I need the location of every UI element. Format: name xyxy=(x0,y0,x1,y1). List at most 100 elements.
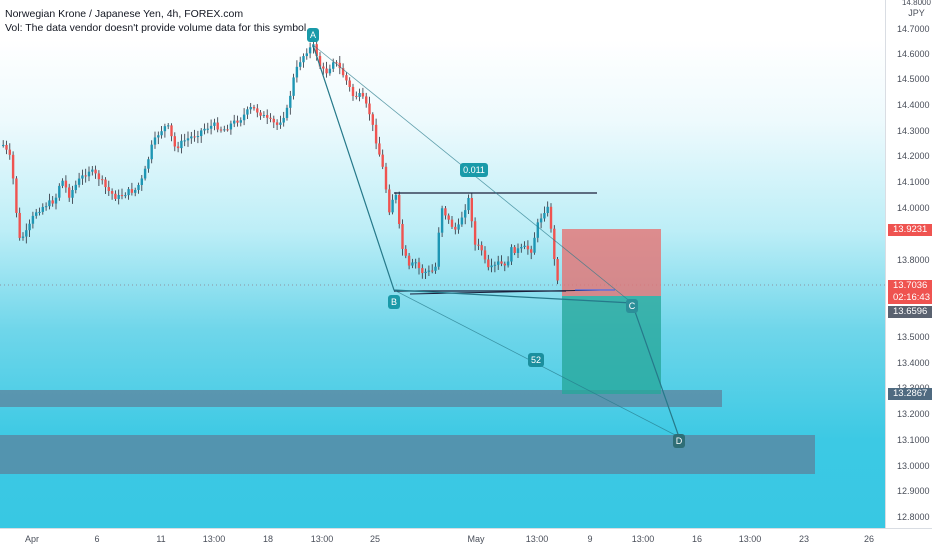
candle xyxy=(223,125,226,132)
candle xyxy=(351,83,355,101)
candle xyxy=(259,109,262,120)
candle-body xyxy=(31,215,35,224)
candle xyxy=(203,123,206,135)
point-c-label[interactable]: C xyxy=(626,299,638,313)
candle-body xyxy=(219,129,223,131)
candle-body xyxy=(381,154,384,167)
candle-body xyxy=(193,136,196,138)
candle-body xyxy=(150,144,153,160)
candle xyxy=(431,264,434,274)
chart-legend: Norwegian Krone / Japanese Yen, 4h, FORE… xyxy=(5,7,309,35)
candle-body xyxy=(437,232,440,267)
point-a-label[interactable]: A xyxy=(307,28,319,42)
candle-body xyxy=(242,114,246,121)
chart-area[interactable]: Norwegian Krone / Japanese Yen, 4h, FORE… xyxy=(0,0,885,528)
candle-body xyxy=(457,224,460,230)
candle-body xyxy=(239,120,242,123)
candle-body xyxy=(147,159,150,169)
candle xyxy=(282,111,285,127)
time-axis[interactable]: Apr 6 11 13:00 18 13:00 25 May 13:00 9 13:00 16 13:0… xyxy=(0,528,932,551)
candle xyxy=(341,63,345,78)
time-tick-label: 11 xyxy=(156,534,166,544)
candle xyxy=(196,130,200,144)
candle xyxy=(275,119,279,131)
candle-body xyxy=(487,259,490,268)
price-tick-label: 14.6000 xyxy=(897,49,930,59)
candle-body xyxy=(421,268,424,274)
candle-body xyxy=(134,189,137,193)
candle-body xyxy=(332,62,335,69)
candle-body xyxy=(176,146,180,149)
stop-price-tag: 13.9231 xyxy=(888,224,932,236)
candle xyxy=(447,213,450,224)
ratio-upper-label[interactable]: 0.011 xyxy=(460,163,488,177)
candle-body xyxy=(200,130,203,137)
point-d-label[interactable]: D xyxy=(673,434,685,448)
candle xyxy=(130,182,134,196)
candle-body xyxy=(8,149,11,155)
candle xyxy=(81,169,84,185)
candle xyxy=(51,196,54,207)
candle xyxy=(44,202,48,211)
candle xyxy=(295,60,299,83)
candle xyxy=(549,203,553,233)
candle xyxy=(398,191,401,229)
candle-body xyxy=(87,171,91,177)
candle-body xyxy=(48,200,51,207)
candle-body xyxy=(104,179,107,188)
candle-body xyxy=(170,125,173,137)
candle xyxy=(473,217,477,251)
candle-body xyxy=(417,262,421,269)
candle xyxy=(490,258,493,273)
candle-body xyxy=(516,248,520,253)
price-tick-label: 12.8000 xyxy=(897,512,930,522)
price-tick-label: 14.5000 xyxy=(897,74,930,84)
candle-body xyxy=(345,75,348,81)
candle-body xyxy=(233,120,236,124)
candle-body xyxy=(256,108,259,113)
candle-body xyxy=(140,178,143,185)
candle xyxy=(226,124,229,132)
ratio-lower-label[interactable]: 52 xyxy=(528,353,544,367)
candle xyxy=(15,176,18,218)
candle xyxy=(97,170,101,186)
price-tick-label: 13.8000 xyxy=(897,255,930,265)
candle xyxy=(450,216,454,229)
candle xyxy=(335,60,338,67)
price-axis[interactable]: 14.8000 JPY 14.7000 14.6000 14.5000 14.4000… xyxy=(885,0,932,528)
price-tick-label: 14.0000 xyxy=(897,203,930,213)
price-tick-label: 14.3000 xyxy=(897,126,930,136)
candle-body xyxy=(94,169,97,174)
candle xyxy=(427,265,431,276)
price-tick-label: 13.2000 xyxy=(897,409,930,419)
price-tick-label: 13.1000 xyxy=(897,435,930,445)
currency-label: 14.8000 JPY xyxy=(902,0,931,18)
price-chart[interactable] xyxy=(0,0,885,528)
candle-body xyxy=(322,66,325,69)
time-tick-label: 16 xyxy=(691,534,703,544)
candle-body xyxy=(556,259,559,281)
candle-body xyxy=(124,195,127,197)
candle xyxy=(444,205,447,220)
upper-support-zone xyxy=(0,390,722,407)
candle xyxy=(104,177,107,195)
price-tick-label: 14.4000 xyxy=(897,100,930,110)
candle-body xyxy=(107,187,110,192)
candle xyxy=(404,245,407,259)
time-tick-label: 6 xyxy=(94,534,100,544)
candle xyxy=(513,245,516,256)
candle-body xyxy=(110,191,114,194)
candle xyxy=(421,264,424,279)
candle xyxy=(266,109,269,125)
candle xyxy=(437,227,440,270)
candle-body xyxy=(160,131,163,136)
candle-body xyxy=(173,136,176,147)
candle xyxy=(153,131,157,149)
candle xyxy=(536,218,539,243)
price-tick-label: 13.4000 xyxy=(897,358,930,368)
candle-body xyxy=(398,194,401,225)
candle-body xyxy=(41,206,44,212)
candle xyxy=(454,222,457,235)
candle xyxy=(523,241,526,250)
point-b-label[interactable]: B xyxy=(388,295,400,309)
